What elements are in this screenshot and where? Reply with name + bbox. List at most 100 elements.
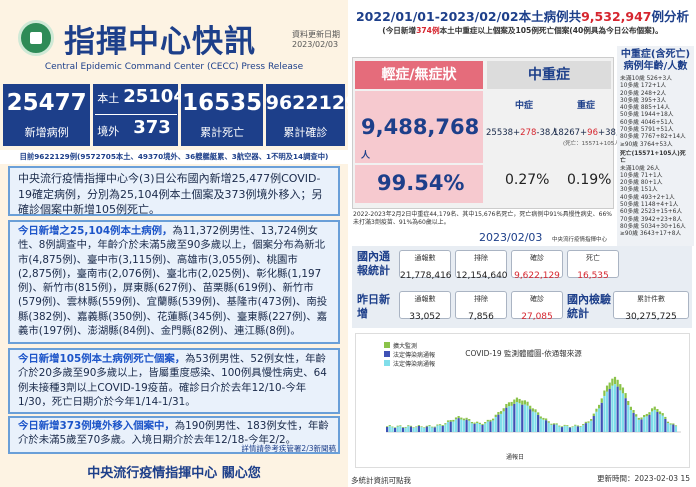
chart-bar	[417, 425, 420, 432]
chart-bar-top	[592, 413, 595, 417]
cumulative-strip: 目前9622129例(9572705本土、49370境外、36艘艦艇累、3航空器…	[0, 150, 348, 164]
stat-pill: 排除 7,856	[455, 291, 507, 322]
chart-bar-top	[436, 424, 439, 426]
chart-bar-top	[619, 384, 622, 391]
chart-bar	[399, 426, 402, 432]
chart-bar-top	[428, 425, 431, 427]
chart-bar	[584, 423, 587, 432]
chart-bar	[590, 420, 593, 432]
chart-bar	[531, 411, 534, 432]
chart-bar	[537, 414, 540, 432]
chart-bar-top	[616, 379, 619, 387]
chart-bar	[401, 427, 405, 432]
age-row: 10多歲 71+1人	[620, 172, 663, 179]
chart-bar-top	[425, 425, 428, 427]
chart-bar	[431, 427, 434, 432]
chart-bar-top	[550, 423, 553, 425]
age-row: 70多歲 5791+51人	[620, 127, 674, 134]
age-row: ≥90歲 3643+17+8人	[620, 231, 682, 238]
chart-title: COVID-19 監測體體圖-依通報來源	[465, 349, 582, 358]
age-row: 40多歲 493+2+1人	[620, 194, 675, 201]
chart-bar-top	[568, 426, 572, 428]
analysis-title: 2022/01/01-2023/02/02本土病例共9,532,947例分析	[355, 9, 690, 24]
chart-bar-top	[624, 393, 627, 399]
local-cases-panel: 今日新增之25,104例本土病例，為11,372例男性、13,724例女性、8例…	[8, 220, 340, 344]
chart-bar-top	[534, 409, 537, 413]
chart-bar-top	[674, 425, 678, 427]
chart-bar-top	[598, 404, 601, 409]
chart-bar-top	[574, 424, 577, 426]
stats-row: 25477 新增病例 本土 25104 境外 373 16535 累計死亡 96…	[3, 84, 358, 146]
chart-bar	[648, 414, 651, 432]
chart-bar-top	[653, 406, 656, 410]
chart-bar-top	[640, 417, 643, 420]
left-panel: 指揮中心快訊 資料更新日期 2023/02/03 Central Epidemi…	[0, 0, 348, 487]
chart-bar	[454, 419, 458, 432]
stat-local-imported: 本土 25104 境外 373	[93, 84, 186, 146]
chart-bar-top	[555, 423, 558, 425]
critical-value: 18267+96+38人	[553, 128, 624, 138]
age-row: 50多歲 1944+18人	[620, 112, 674, 119]
chart-bar	[563, 425, 566, 432]
update-time: 更新時間：2023-02-03 15	[596, 474, 690, 483]
chart-bar	[513, 403, 516, 432]
age-row: 10多歲 172+1人	[620, 83, 667, 90]
chart-bar	[669, 424, 672, 432]
age-row: 20多歲 80+1人	[620, 180, 663, 187]
chart-bar-top	[576, 425, 579, 427]
chart-bar	[497, 414, 500, 432]
chart-bar	[613, 384, 617, 432]
chart-bar	[502, 411, 505, 432]
chart-bar	[666, 423, 670, 432]
mild-header: 輕症/無症狀	[355, 61, 483, 89]
chart-bar-top	[600, 398, 603, 403]
chart-bar	[526, 405, 529, 432]
header: 指揮中心快訊 資料更新日期 2023/02/03 Central Epidemi…	[0, 0, 348, 73]
more-stats-link[interactable]: 多統計資訊可點我	[351, 476, 411, 485]
chart-bar-top	[507, 402, 511, 407]
test-total: 累計件數 30,275,725	[613, 291, 689, 322]
chart-bar	[621, 393, 625, 432]
chart-bar-top	[529, 405, 532, 410]
chart-bar	[542, 419, 545, 432]
chart-bar	[499, 413, 503, 432]
chart-bar	[627, 405, 630, 432]
chart-bar	[645, 416, 648, 432]
age-row: 30多歲 395+3人	[620, 97, 667, 104]
chart-bar-top	[558, 425, 561, 427]
chart-bar-top	[401, 427, 405, 428]
chart-bar	[571, 427, 574, 432]
chart-bar	[391, 427, 394, 432]
chart-bar	[415, 427, 418, 432]
chart-bar	[507, 406, 511, 432]
chart-bar-top	[417, 425, 420, 426]
critical-pct: 0.19%	[567, 172, 612, 188]
chart-bar	[624, 398, 627, 432]
chart-bar-top	[587, 421, 590, 423]
deaths-panel: 今日新增105例本土病例死亡個案，為53例男性、52例女性，年齡介於20多歲至9…	[8, 348, 340, 414]
stat-pill: 死亡 16,535	[567, 250, 619, 281]
chart-bar-top	[531, 408, 534, 412]
chart-bar	[545, 420, 548, 432]
chart-bar	[518, 403, 521, 432]
chart-bar-top	[388, 425, 391, 427]
analysis-subtitle: (今日新增374例本土中重症以上個案及105例死亡個案(40例具為今日公布個案)…	[382, 26, 663, 35]
chart-bar	[568, 427, 572, 432]
chart-bar-top	[515, 397, 519, 403]
chart-bar-top	[481, 423, 484, 425]
chart-bar-top	[492, 418, 495, 421]
age-row: 50多歲 1148+4+1人	[620, 202, 679, 209]
chart-bar	[468, 420, 471, 432]
age-row: 未滿10歲 526+3人	[620, 76, 673, 82]
severe-header: 中重症	[487, 61, 611, 89]
chart-bar	[428, 426, 431, 432]
chart-bar	[552, 424, 556, 432]
chart-bar	[629, 410, 632, 432]
chart-bar-top	[645, 413, 648, 417]
chart-bar-top	[539, 416, 542, 419]
chart-bar	[579, 427, 582, 432]
stat-pill: 通報數 21,778,416	[399, 250, 452, 281]
chart-bar	[661, 415, 664, 432]
age-row: 20多歲 248+2人	[620, 90, 667, 97]
chart-bar	[409, 426, 413, 432]
